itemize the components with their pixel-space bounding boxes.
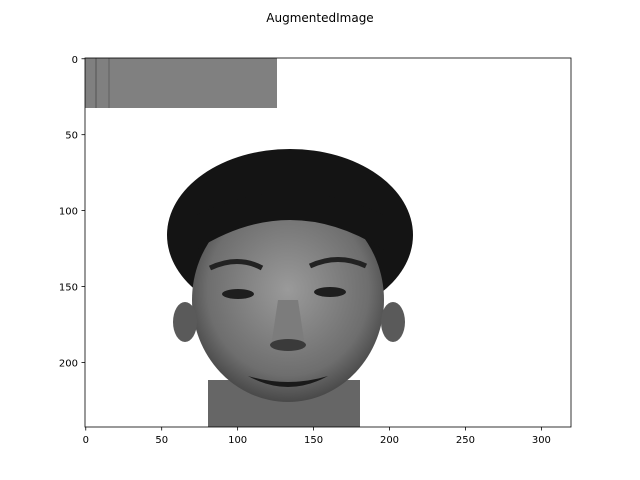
x-tick-label: 300 [532, 435, 551, 446]
x-tick-label: 150 [304, 435, 323, 446]
y-tick-label: 150 [59, 283, 78, 294]
y-tick-label: 200 [59, 358, 78, 369]
axes-frame [84, 57, 572, 428]
x-tick-label: 100 [228, 435, 247, 446]
x-tick-label: 50 [155, 435, 168, 446]
x-tick-label: 200 [380, 435, 399, 446]
y-tick-label: 100 [59, 207, 78, 218]
x-tick-label: 250 [456, 435, 475, 446]
x-tick-label: 0 [83, 435, 89, 446]
chart-title: AugmentedImage [266, 11, 373, 25]
image [85, 58, 571, 427]
y-tick-label: 0 [72, 55, 78, 66]
y-tick-label: 50 [65, 131, 78, 142]
